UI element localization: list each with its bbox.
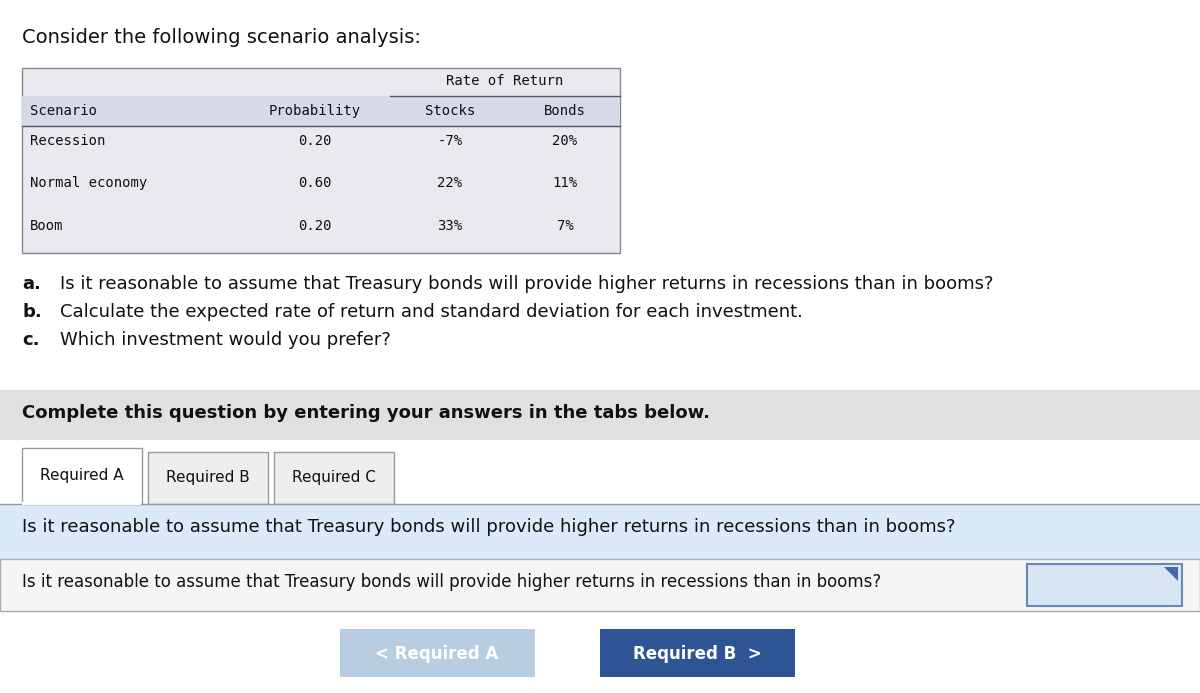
Text: Is it reasonable to assume that Treasury bonds will provide higher returns in re: Is it reasonable to assume that Treasury… <box>22 573 881 591</box>
Text: Is it reasonable to assume that Treasury bonds will provide higher returns in re: Is it reasonable to assume that Treasury… <box>22 518 955 536</box>
Text: Required B  >: Required B > <box>632 645 761 663</box>
Text: 0.20: 0.20 <box>299 134 331 148</box>
Text: < Required A: < Required A <box>376 645 499 663</box>
FancyBboxPatch shape <box>0 504 1200 559</box>
Text: 0.20: 0.20 <box>299 219 331 233</box>
Text: Required A: Required A <box>40 468 124 483</box>
Text: 20%: 20% <box>552 134 577 148</box>
Text: Required B: Required B <box>166 470 250 485</box>
FancyBboxPatch shape <box>22 448 142 504</box>
Text: Stocks: Stocks <box>425 104 475 118</box>
Text: Bonds: Bonds <box>544 104 586 118</box>
Text: Is it reasonable to assume that Treasury bonds will provide higher returns in re: Is it reasonable to assume that Treasury… <box>60 275 994 293</box>
Text: c.: c. <box>22 331 40 349</box>
Text: Scenario: Scenario <box>30 104 97 118</box>
Text: Probability: Probability <box>269 104 361 118</box>
FancyBboxPatch shape <box>148 452 268 504</box>
FancyBboxPatch shape <box>600 629 796 677</box>
FancyBboxPatch shape <box>1027 564 1182 606</box>
FancyBboxPatch shape <box>22 96 620 126</box>
Text: Which investment would you prefer?: Which investment would you prefer? <box>60 331 391 349</box>
Text: 11%: 11% <box>552 176 577 191</box>
Text: Required C: Required C <box>292 470 376 485</box>
FancyBboxPatch shape <box>274 452 394 504</box>
Text: b.: b. <box>22 303 42 321</box>
Text: a.: a. <box>22 275 41 293</box>
Text: Complete this question by entering your answers in the tabs below.: Complete this question by entering your … <box>22 404 710 422</box>
Text: Recession: Recession <box>30 134 106 148</box>
Text: 7%: 7% <box>557 219 574 233</box>
Text: -7%: -7% <box>438 134 462 148</box>
Polygon shape <box>1164 567 1178 581</box>
Text: 22%: 22% <box>438 176 462 191</box>
Text: 0.60: 0.60 <box>299 176 331 191</box>
FancyBboxPatch shape <box>340 629 535 677</box>
Text: Rate of Return: Rate of Return <box>446 74 564 88</box>
Text: Normal economy: Normal economy <box>30 176 148 191</box>
Text: Consider the following scenario analysis:: Consider the following scenario analysis… <box>22 28 421 47</box>
FancyBboxPatch shape <box>22 502 142 505</box>
Text: Calculate the expected rate of return and standard deviation for each investment: Calculate the expected rate of return an… <box>60 303 803 321</box>
Text: Boom: Boom <box>30 219 64 233</box>
Text: 33%: 33% <box>438 219 462 233</box>
FancyBboxPatch shape <box>0 390 1200 440</box>
FancyBboxPatch shape <box>22 68 620 253</box>
FancyBboxPatch shape <box>0 559 1200 611</box>
